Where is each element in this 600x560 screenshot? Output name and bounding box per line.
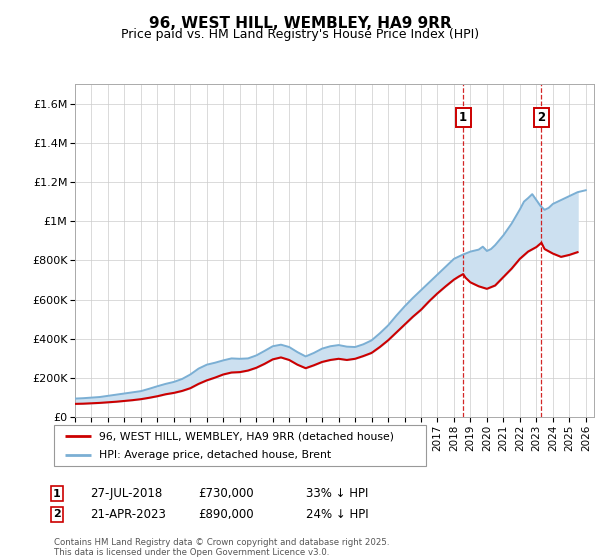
Text: HPI: Average price, detached house, Brent: HPI: Average price, detached house, Bren… (98, 450, 331, 460)
Text: 96, WEST HILL, WEMBLEY, HA9 9RR: 96, WEST HILL, WEMBLEY, HA9 9RR (149, 16, 451, 31)
Text: 24% ↓ HPI: 24% ↓ HPI (306, 507, 368, 521)
Text: 21-APR-2023: 21-APR-2023 (90, 507, 166, 521)
Text: 1: 1 (459, 111, 467, 124)
Text: £890,000: £890,000 (198, 507, 254, 521)
Text: 1: 1 (53, 489, 61, 499)
Text: Contains HM Land Registry data © Crown copyright and database right 2025.
This d: Contains HM Land Registry data © Crown c… (54, 538, 389, 557)
Text: 27-JUL-2018: 27-JUL-2018 (90, 487, 162, 501)
Text: Price paid vs. HM Land Registry's House Price Index (HPI): Price paid vs. HM Land Registry's House … (121, 28, 479, 41)
FancyBboxPatch shape (54, 425, 426, 466)
Text: 96, WEST HILL, WEMBLEY, HA9 9RR (detached house): 96, WEST HILL, WEMBLEY, HA9 9RR (detache… (98, 431, 394, 441)
Text: 2: 2 (538, 111, 545, 124)
Text: £730,000: £730,000 (198, 487, 254, 501)
Text: 33% ↓ HPI: 33% ↓ HPI (306, 487, 368, 501)
Text: 2: 2 (53, 509, 61, 519)
